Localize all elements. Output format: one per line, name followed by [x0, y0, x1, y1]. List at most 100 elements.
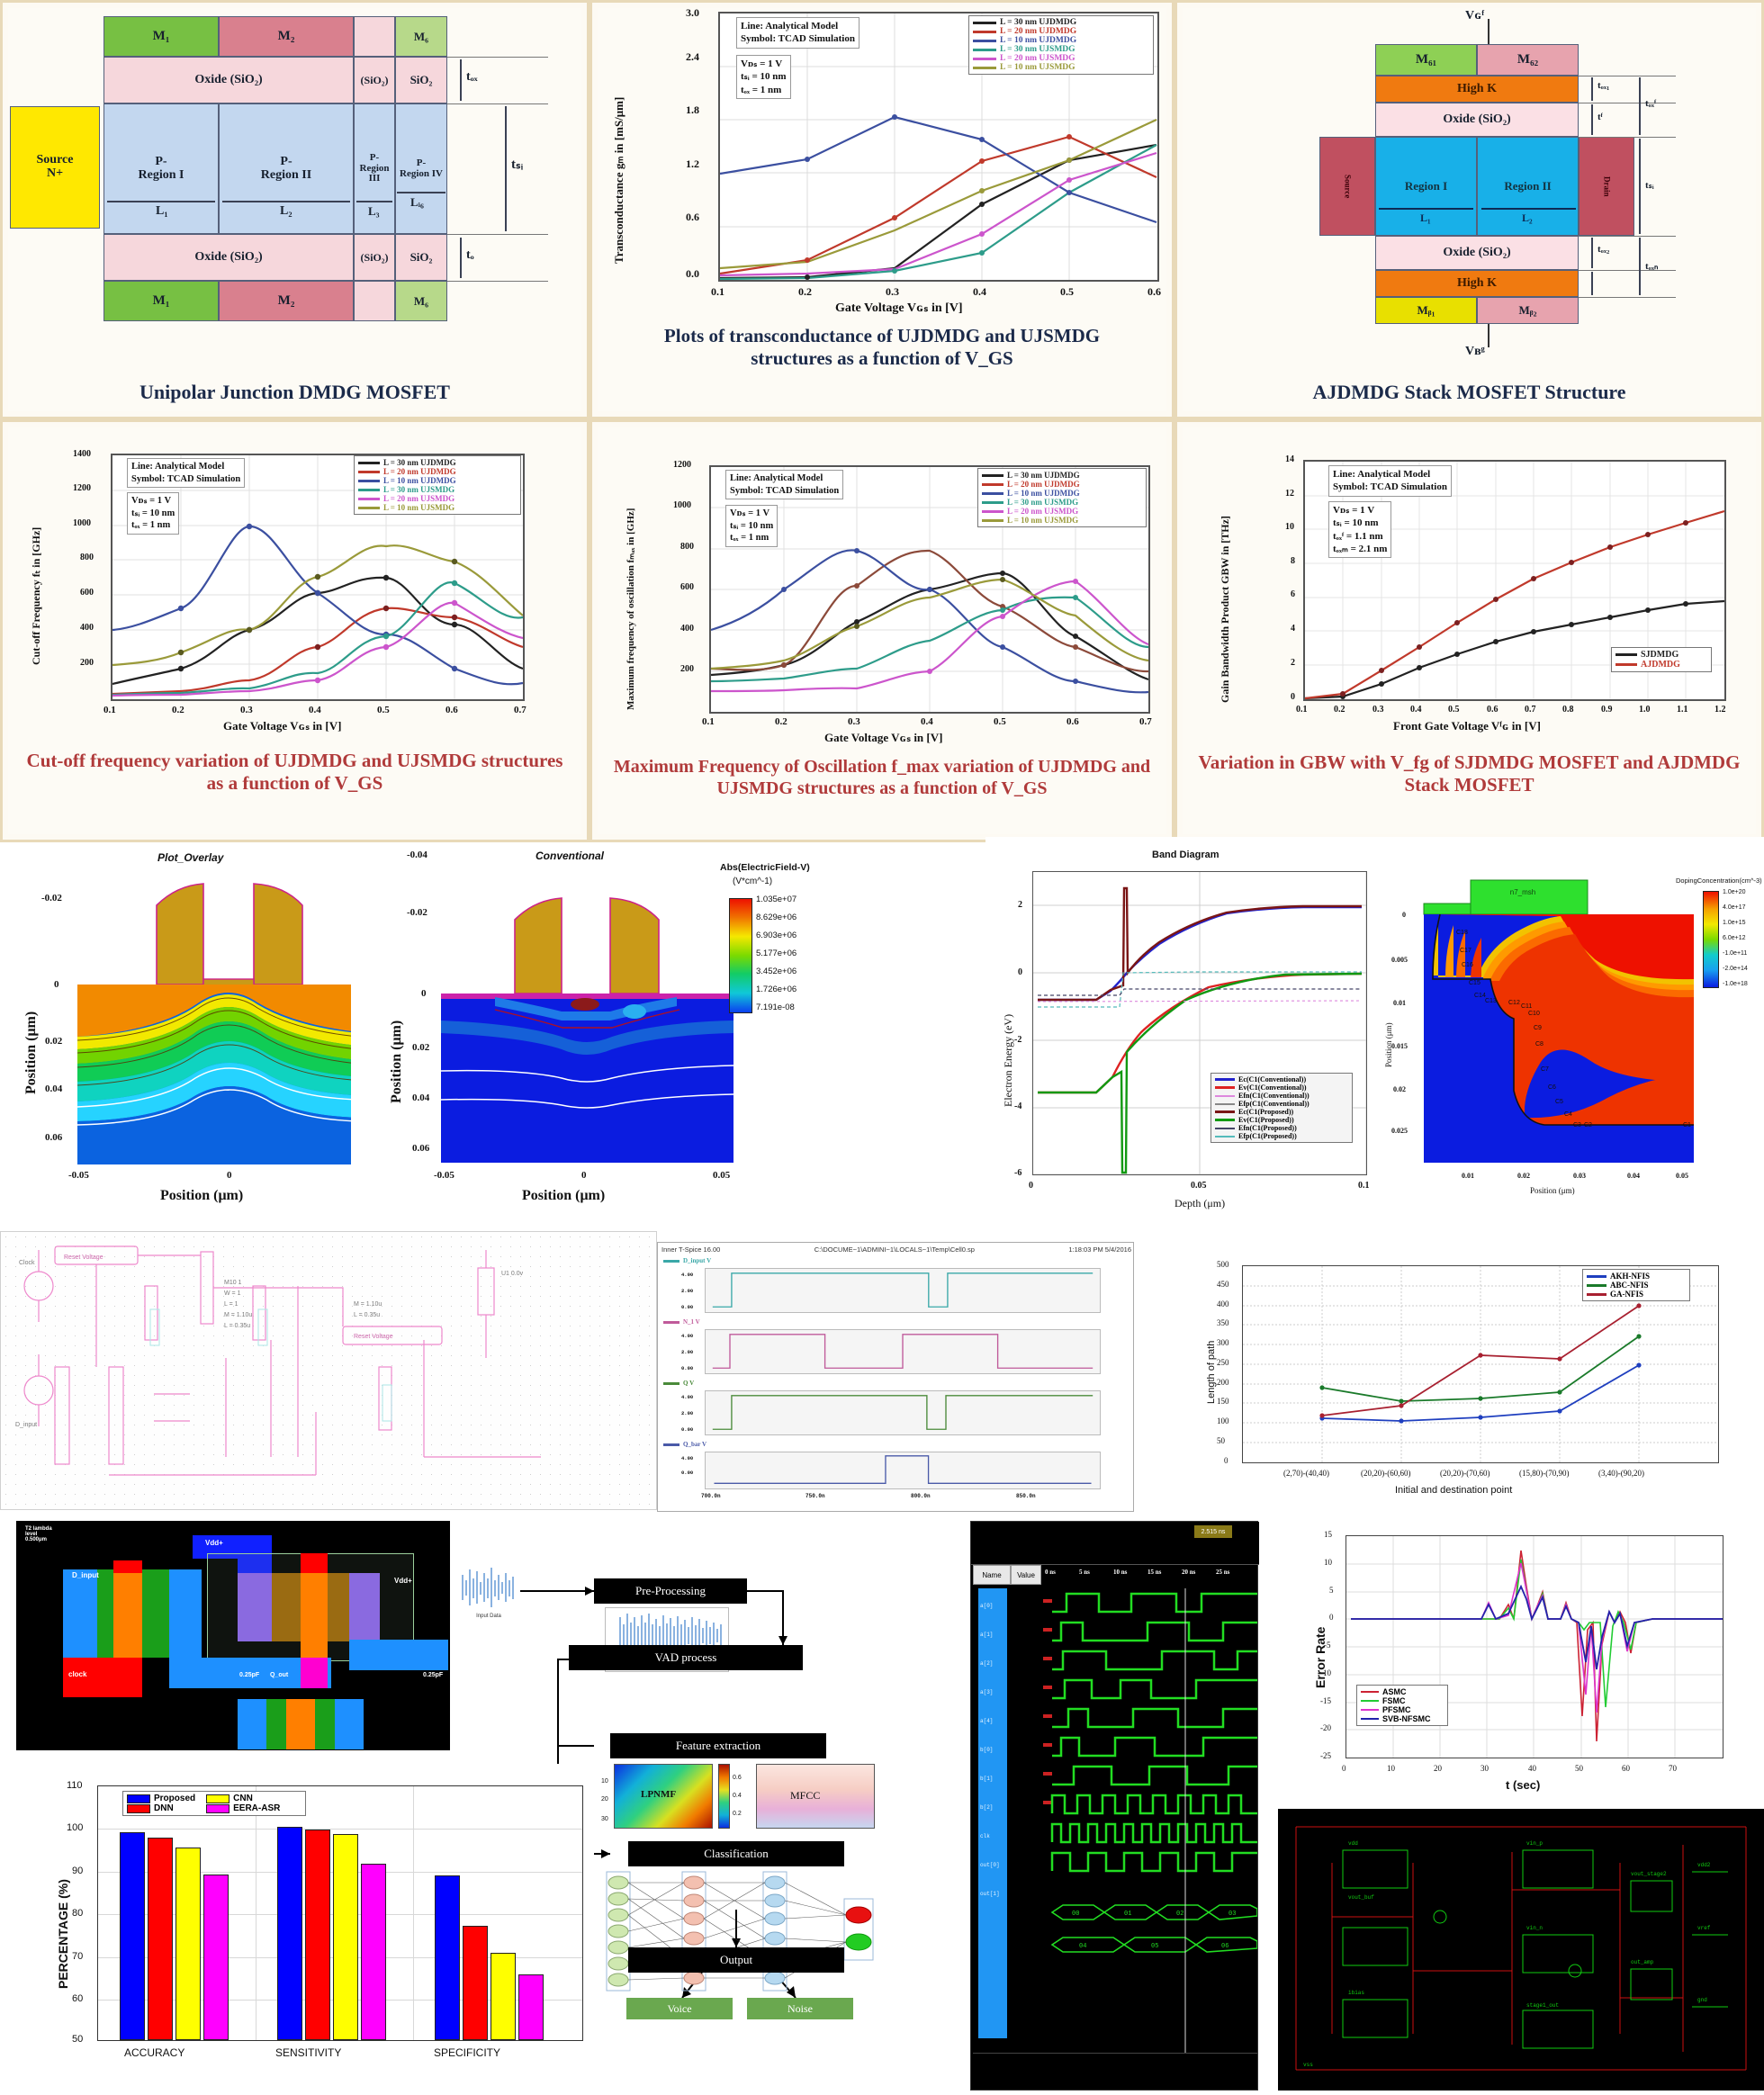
signal-label: a[1] — [980, 1632, 994, 1638]
ytick: 200 — [80, 658, 94, 668]
legend-label: L = 10 nm UJDMDG — [1007, 489, 1080, 498]
legend-item: Efp(C1(Proposed)) — [1215, 1132, 1348, 1140]
panel-gbw-variation: Line: Analytical Model Symbol: TCAD Simu… — [1174, 419, 1764, 842]
xtick: SENSITIVITY — [275, 2046, 342, 2059]
signal-label: out[0] — [980, 1862, 1000, 1868]
ytick: 10 — [1324, 1558, 1332, 1567]
legend-label: EERA-ASR — [233, 1803, 281, 1813]
ytick: 8 — [1291, 556, 1295, 566]
ytick: 0 — [54, 979, 59, 990]
vbg-stem — [1488, 324, 1490, 347]
flow-box-feature-extraction: Feature extraction — [610, 1733, 826, 1758]
xtick: 0.05 — [1676, 1172, 1688, 1180]
ytick: 0 — [1402, 911, 1406, 919]
metal-MB2-bottom: Mᵦ₂ — [1477, 297, 1579, 324]
legend-label: L = 10 nm UJDMDG — [383, 476, 456, 485]
metal-MG-bottom: M₆ — [395, 281, 447, 321]
label-tox1: tₒₓ₁ — [1598, 80, 1610, 91]
metal-MB1-bottom: Mᵦ₁ — [1375, 297, 1477, 324]
legend-label: CNN — [233, 1794, 253, 1803]
ytick: 1000 — [673, 500, 691, 510]
layout-diff-orange-1 — [113, 1569, 142, 1658]
svg-text:05: 05 — [1151, 1943, 1158, 1950]
xtick: 60 — [1622, 1764, 1630, 1773]
legend-swatch — [1361, 1717, 1379, 1721]
ytick: 2.00 — [681, 1410, 694, 1416]
bar-sensitivity-dnn — [305, 1830, 330, 2040]
mfcc-heatmap — [756, 1764, 875, 1829]
ytick: 70 — [72, 1951, 84, 1962]
xtick: SPECIFICITY — [434, 2046, 501, 2059]
legend-item: ABC-NFIS — [1587, 1281, 1686, 1290]
cutoff-params: Vᴅₛ = 1 V tₛᵢ = 10 nm tₒₓ = 1 nm — [127, 492, 180, 535]
ytick: 200 — [1217, 1378, 1229, 1387]
gndnn-svg — [606, 1871, 874, 1992]
note-line-analytical: Line: Analytical Model — [131, 462, 225, 472]
label-toxf: tₒₓᶠ — [1645, 98, 1657, 109]
cbar-value: 3.452e+06 — [756, 967, 797, 976]
metal-spacer-top — [354, 16, 395, 57]
legend-item: L = 20 nm UJSMDG — [973, 54, 1149, 63]
svg-text:C7: C7 — [1541, 1066, 1549, 1073]
svg-text:C5: C5 — [1555, 1099, 1563, 1105]
trace-swatch — [663, 1259, 680, 1263]
svg-text:D_input: D_input — [15, 1422, 37, 1428]
ytick: 350 — [1217, 1318, 1229, 1327]
ytick: 1200 — [73, 483, 91, 493]
ytick: 2 — [1291, 658, 1295, 668]
errorrate-svg — [1346, 1536, 1723, 1758]
lpnmf-colorbar — [718, 1764, 730, 1829]
xtick: 0.3 — [886, 285, 899, 298]
dmdg-cross-section: M₁ M₂ M₆ Oxide (SiO₂) (SiO₂) SiO₂ Source… — [10, 16, 548, 358]
xtick: 0.5 — [1448, 705, 1460, 715]
legend-item: L = 20 nm UJDMDG — [982, 480, 1142, 489]
panel3-caption: AJDMDG Stack MOSFET Structure — [1312, 381, 1626, 403]
legend-swatch — [1215, 1086, 1235, 1089]
legend-label: L = 30 nm UJSMDG — [1000, 45, 1076, 54]
param-toxb: tₒₓₘ = 2.1 nm — [1333, 543, 1388, 554]
timing-col-header-value: Value — [1011, 1565, 1041, 1585]
svg-text:vref: vref — [1697, 1925, 1711, 1931]
dim-tox-bot — [460, 238, 462, 278]
ytick: 0 — [1329, 1613, 1334, 1622]
layout-metal-blue-2 — [169, 1569, 202, 1658]
legend-item: Efn(C1(Conventional)) — [1215, 1092, 1348, 1100]
svg-text:M10 1: M10 1 — [224, 1280, 242, 1286]
svg-text:M = 1.10u: M = 1.10u — [224, 1312, 252, 1318]
legend-item: L = 20 nm UJDMDG — [358, 467, 517, 476]
svg-text:C10: C10 — [1528, 1011, 1540, 1017]
label-tox-top: tₒₓ — [466, 70, 478, 84]
transconductance-model-note: Line: Analytical Model Symbol: TCAD Simu… — [736, 17, 860, 49]
legend-label: Efp(C1(Proposed)) — [1238, 1132, 1297, 1140]
svg-text:C8: C8 — [1535, 1041, 1544, 1048]
ytick: 110 — [67, 1780, 83, 1791]
legend-label: L = 10 nm UJSMDG — [1000, 63, 1076, 72]
legend-item: FSMC — [1361, 1696, 1444, 1705]
bar-specificity-dnn — [463, 1926, 488, 2040]
legend-swatch — [982, 482, 1004, 486]
layout-brown-1 — [272, 1573, 301, 1641]
leader-bot-si — [447, 234, 548, 235]
label-L2: L₂ — [280, 204, 292, 218]
svg-text:out_amp: out_amp — [1631, 1959, 1654, 1965]
ytick: 0.00 — [681, 1426, 694, 1433]
param-tox: tₒₓ = 1 nm — [741, 84, 782, 95]
legend-swatch — [358, 461, 380, 464]
layout-orange-3 — [286, 1699, 315, 1749]
xtick: 30 — [1480, 1764, 1489, 1773]
ytick: 90 — [72, 1866, 84, 1876]
trace-d-input-svg — [705, 1268, 1101, 1313]
lead-4 — [1579, 236, 1676, 237]
ytick: -5 — [1324, 1641, 1331, 1650]
legend-item: CNN — [206, 1794, 280, 1803]
xtick: 40 — [1528, 1764, 1536, 1773]
highk-bottom: High K — [1375, 270, 1579, 297]
errorrate-legend: ASMC FSMC PFSMC SVB-NFSMC — [1356, 1685, 1448, 1726]
errorrate-ylabel: Error Rate — [1313, 1626, 1328, 1688]
legend-label: L = 30 nm UJSMDG — [383, 485, 455, 494]
legend-swatch — [127, 1794, 150, 1803]
cbar-value: 1.035e+07 — [756, 895, 797, 904]
lead-6 — [1579, 297, 1676, 298]
panel-analog-schematic-dark: vdd vout_buf ibias vin_p vin_n stage1_ou… — [1278, 1809, 1764, 2091]
ytick: 4.00 — [681, 1455, 694, 1461]
